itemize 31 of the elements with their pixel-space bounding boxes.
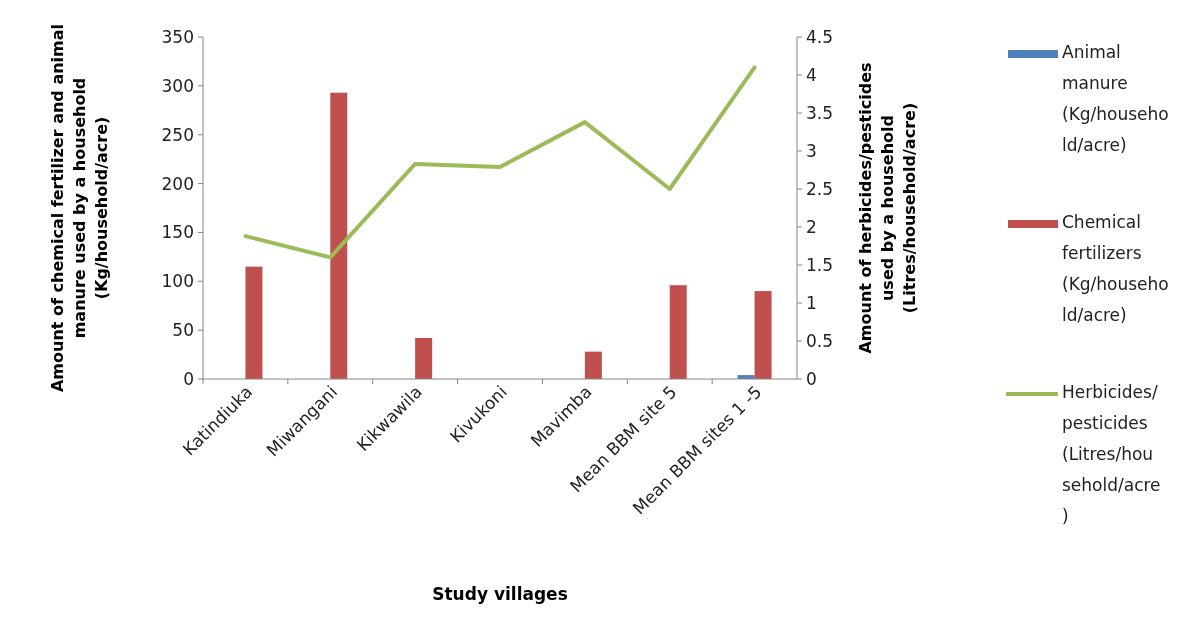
y2-tick-label: 2.5 [806, 178, 834, 199]
y-tick-label: 350 [161, 26, 194, 47]
y2-tick-label: 0 [806, 368, 817, 389]
y2-tick-label: 1 [806, 292, 817, 313]
y2-tick-label: 3.5 [806, 102, 834, 123]
bar [754, 291, 772, 379]
bar [330, 92, 348, 379]
y-tick-label: 300 [161, 75, 194, 96]
bar [415, 337, 433, 379]
y2-tick-label: 0.5 [806, 330, 834, 351]
bar [584, 351, 602, 379]
y2-tick-label: 2 [806, 216, 817, 237]
y2-tick-label: 1.5 [806, 254, 834, 275]
y-tick-label: 250 [161, 124, 194, 145]
y2-tick-label: 4.5 [806, 26, 834, 47]
y-tick-label: 50 [172, 320, 194, 341]
bar [669, 285, 687, 379]
y-tick-label: 0 [183, 368, 194, 389]
x-axis-title: Study villages [432, 584, 568, 604]
legend-label: Chemical fertilizers (Kg/household/acre) [1062, 212, 1169, 325]
y2-tick-label: 3 [806, 140, 817, 161]
line-series [243, 65, 757, 260]
y-axis-title: Amount of chemical fertilizer and animal manure used by a household (Kg/household/acre) [48, 23, 111, 393]
y-tick-label: 100 [161, 271, 194, 292]
y2-axis-title: Amount of herbicides/pesticides used by a household (Litres/household/acre) [856, 62, 919, 354]
y-tick-label: 200 [161, 173, 194, 194]
bar [245, 266, 263, 379]
y-tick-label: 150 [161, 222, 194, 243]
legend-label: Animal manure (Kg/household/acre) [1062, 42, 1169, 155]
legend-label: Herbicides/ pesticides (Litres/household/acre) [1062, 382, 1161, 526]
y2-tick-label: 4 [806, 64, 817, 85]
